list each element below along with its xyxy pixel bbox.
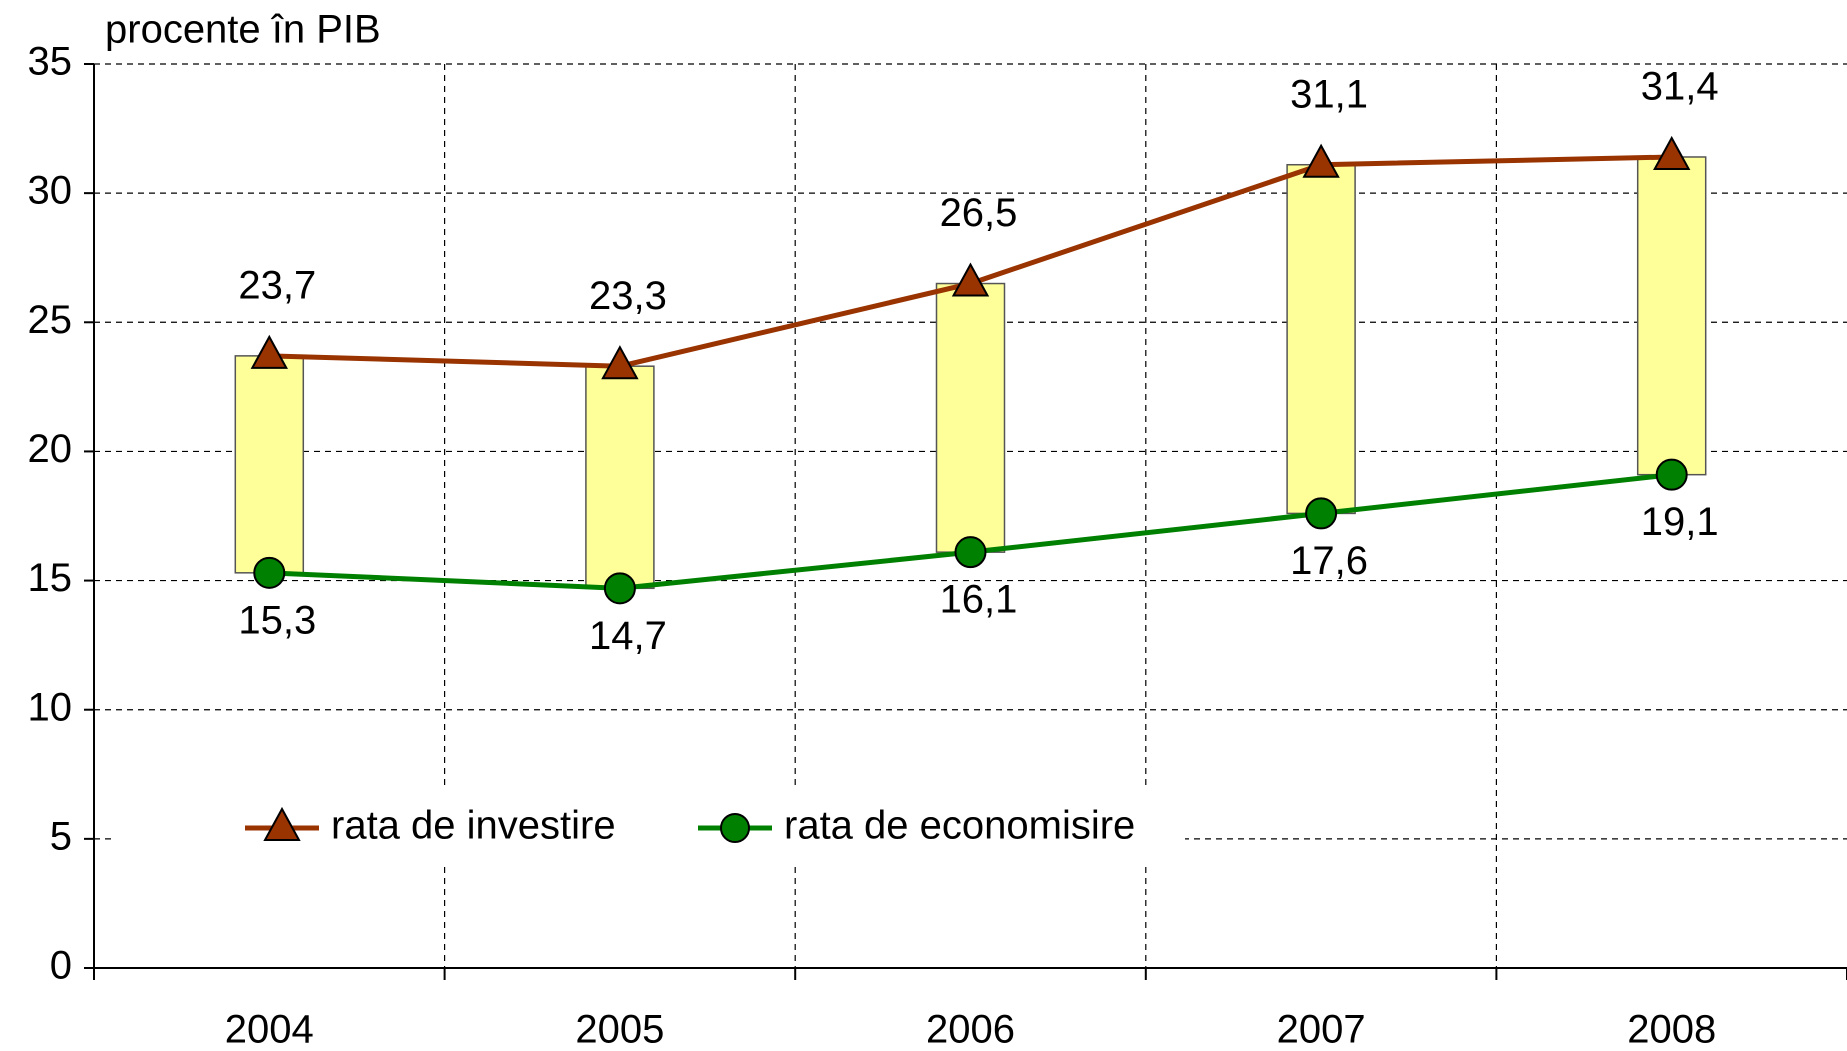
y-tick-label: 15 xyxy=(28,556,73,600)
data-label: 31,1 xyxy=(1290,72,1368,116)
point-marker xyxy=(1655,458,1688,491)
y-tick-label: 30 xyxy=(28,169,73,213)
x-tick-label: 2008 xyxy=(1627,1008,1716,1051)
range-bar xyxy=(935,282,1006,553)
legend-marker xyxy=(263,806,301,841)
y-tick-label: 20 xyxy=(28,427,73,471)
y-tick-label: 0 xyxy=(50,944,72,988)
y-tick-label: 25 xyxy=(28,298,73,342)
data-label: 26,5 xyxy=(940,191,1018,235)
point-marker xyxy=(253,556,286,589)
point-marker xyxy=(954,536,987,569)
range-bar xyxy=(1286,163,1356,515)
range-bar xyxy=(1636,156,1707,476)
data-label: 17,6 xyxy=(1290,539,1368,583)
legend-label: rata de investire xyxy=(331,804,616,848)
data-label: 16,1 xyxy=(940,578,1018,622)
legend-label: rata de economisire xyxy=(784,804,1135,848)
legend-marker xyxy=(720,813,750,843)
legend: rata de investire rata de economisire xyxy=(115,790,1185,866)
x-tick-label: 2005 xyxy=(575,1008,664,1051)
data-label: 15,3 xyxy=(238,598,316,642)
x-tick-label: 2004 xyxy=(225,1008,314,1051)
data-label: 19,1 xyxy=(1641,500,1719,544)
y-tick-label: 35 xyxy=(28,40,73,84)
point-marker xyxy=(1653,135,1691,170)
point-marker xyxy=(250,334,288,369)
data-label: 14,7 xyxy=(589,614,667,658)
x-tick-label: 2007 xyxy=(1277,1008,1366,1051)
y-tick-label: 5 xyxy=(50,814,72,858)
point-marker xyxy=(601,345,639,380)
point-marker xyxy=(1305,497,1338,530)
y-tick-label: 10 xyxy=(28,685,73,729)
point-marker xyxy=(951,262,990,297)
data-label: 23,7 xyxy=(238,263,316,307)
x-tick-label: 2006 xyxy=(926,1008,1015,1051)
y-axis-label: procente în PIB xyxy=(105,8,381,52)
range-bar xyxy=(585,365,655,590)
point-marker xyxy=(603,572,636,605)
data-label: 23,3 xyxy=(589,274,667,318)
data-label: 31,4 xyxy=(1641,65,1719,109)
range-bar xyxy=(234,355,305,574)
point-marker xyxy=(1302,143,1340,178)
